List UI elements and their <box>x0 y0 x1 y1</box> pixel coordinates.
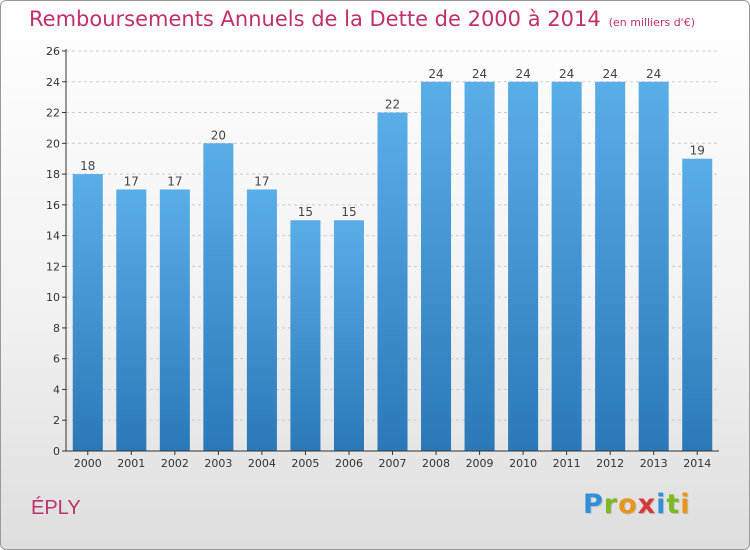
y-tick-label: 14 <box>46 230 60 243</box>
x-tick-label: 2010 <box>509 457 537 470</box>
y-tick-label: 16 <box>46 199 60 212</box>
bar <box>290 220 321 451</box>
y-tick-label: 10 <box>46 291 60 304</box>
x-tick-label: 2007 <box>379 457 407 470</box>
logo-letter: r <box>603 489 619 520</box>
chart-unit: (en milliers d'€) <box>608 16 695 29</box>
data-label: 24 <box>559 67 574 81</box>
logo-letter: i <box>680 489 691 520</box>
commune-name: ÉPLY <box>31 497 81 519</box>
x-tick-label: 2013 <box>640 457 668 470</box>
y-tick-label: 24 <box>46 76 60 89</box>
data-label: 24 <box>515 67 530 81</box>
x-tick-label: 2014 <box>683 457 711 470</box>
y-tick-label: 0 <box>53 445 60 458</box>
logo-letter: t <box>666 489 681 520</box>
x-tick-label: 2003 <box>204 457 232 470</box>
bar <box>508 81 539 452</box>
data-label: 22 <box>385 98 400 112</box>
x-tick-label: 2009 <box>466 457 494 470</box>
chart-title: Remboursements Annuels de la Dette de 20… <box>29 7 695 31</box>
logo-letter: o <box>618 489 638 520</box>
bar <box>203 143 234 452</box>
data-label: 17 <box>254 174 269 188</box>
data-label: 15 <box>341 205 356 219</box>
bar <box>159 189 190 451</box>
bar <box>333 220 364 451</box>
bar <box>421 81 452 452</box>
bar <box>72 174 103 452</box>
y-tick-label: 2 <box>53 414 60 427</box>
logo-letter: x <box>637 489 657 520</box>
labels: 0246810121416182022242620001820011720021… <box>46 45 711 470</box>
x-tick-label: 2006 <box>335 457 363 470</box>
data-label: 15 <box>298 205 313 219</box>
bar <box>246 189 277 451</box>
axes <box>62 49 719 455</box>
y-tick-label: 20 <box>46 137 60 150</box>
data-label: 24 <box>472 67 487 81</box>
bar <box>595 81 626 452</box>
bars <box>72 81 713 452</box>
y-tick-label: 4 <box>53 383 60 396</box>
data-label: 24 <box>603 67 618 81</box>
bar <box>682 158 713 451</box>
y-tick-label: 12 <box>46 260 60 273</box>
x-tick-label: 2002 <box>161 457 189 470</box>
x-tick-label: 2001 <box>117 457 145 470</box>
data-label: 19 <box>690 144 705 158</box>
x-tick-label: 2012 <box>596 457 624 470</box>
bar <box>464 81 495 452</box>
x-tick-label: 2005 <box>291 457 319 470</box>
x-tick-label: 2004 <box>248 457 276 470</box>
logo-letter: i <box>656 489 667 520</box>
y-tick-label: 26 <box>46 45 60 58</box>
data-label: 17 <box>167 174 182 188</box>
y-tick-label: 8 <box>53 322 60 335</box>
bar <box>377 112 408 452</box>
x-tick-label: 2008 <box>422 457 450 470</box>
data-label: 18 <box>80 159 95 173</box>
x-tick-label: 2000 <box>74 457 102 470</box>
bar <box>638 81 669 452</box>
y-tick-label: 6 <box>53 353 60 366</box>
data-label: 24 <box>428 67 443 81</box>
x-tick-label: 2011 <box>553 457 581 470</box>
bar <box>551 81 582 452</box>
y-tick-label: 18 <box>46 168 60 181</box>
y-tick-label: 22 <box>46 107 60 120</box>
bar <box>116 189 147 451</box>
data-label: 24 <box>646 67 661 81</box>
data-label: 17 <box>124 174 139 188</box>
data-label: 20 <box>211 128 226 142</box>
proxiti-logo: Proxiti <box>583 489 691 520</box>
chart-title-text: Remboursements Annuels de la Dette de 20… <box>29 7 601 31</box>
logo-letter: P <box>583 489 604 520</box>
